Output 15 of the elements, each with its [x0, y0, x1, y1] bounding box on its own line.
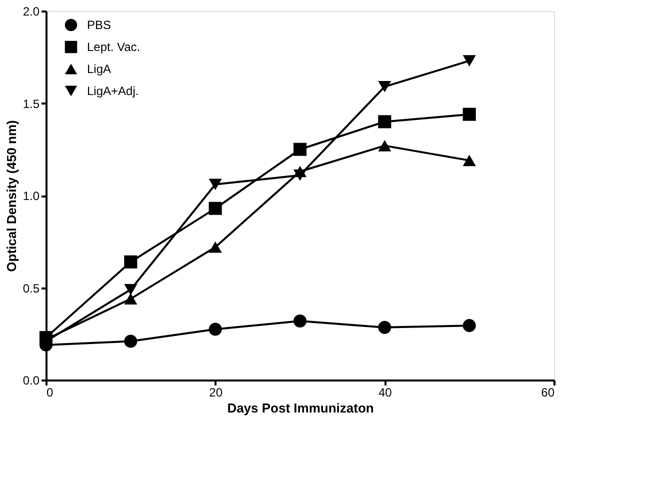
legend-label: LigA	[87, 62, 112, 76]
y-axis-title: Optical Density (450 nm)	[4, 120, 19, 272]
legend-label: Lept. Vac.	[87, 40, 140, 54]
x-tick-label: 60	[541, 386, 555, 400]
x-tick-label: 40	[378, 386, 392, 400]
y-tick-label: 1.5	[22, 96, 40, 111]
y-tick-label: 0.0	[22, 374, 40, 388]
x-tick-label: 0	[46, 386, 54, 400]
y-tick-label: 0.5	[22, 281, 40, 296]
legend-label: LigA+Adj.	[87, 84, 139, 98]
x-axis-title: Days Post Immunizaton	[227, 400, 374, 416]
y-tick-label: 1.0	[22, 189, 40, 203]
y-tick-label: 2.0	[22, 4, 40, 18]
legend-label: PBS	[87, 18, 112, 32]
x-tick-label: 20	[209, 386, 223, 400]
